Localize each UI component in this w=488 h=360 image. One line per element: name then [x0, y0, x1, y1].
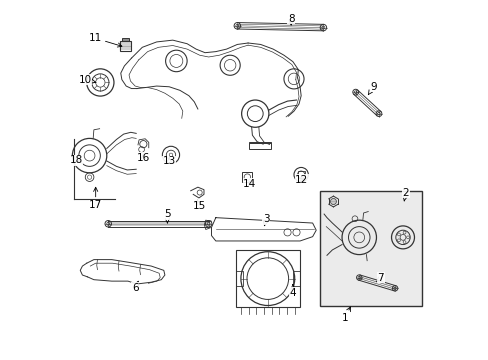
Text: 10: 10 — [78, 75, 96, 85]
Text: 14: 14 — [243, 179, 256, 189]
Bar — [297, 171, 304, 178]
Text: 9: 9 — [367, 82, 376, 95]
Text: 12: 12 — [295, 175, 308, 185]
Text: 3: 3 — [262, 215, 269, 226]
Text: 4: 4 — [289, 284, 296, 298]
Text: 16: 16 — [137, 153, 150, 163]
Bar — [122, 38, 129, 41]
Bar — [248, 142, 270, 149]
Bar — [292, 271, 300, 286]
Text: 5: 5 — [164, 209, 170, 223]
Text: 13: 13 — [162, 156, 176, 166]
Text: 6: 6 — [132, 281, 138, 293]
Bar — [120, 41, 131, 50]
Text: 15: 15 — [193, 200, 206, 211]
Text: 17: 17 — [89, 187, 102, 210]
Bar — [235, 250, 300, 307]
Bar — [242, 172, 252, 182]
Text: 7: 7 — [376, 273, 383, 283]
Bar — [319, 191, 421, 306]
Text: 18: 18 — [69, 155, 82, 165]
Text: 1: 1 — [341, 307, 350, 323]
Bar — [235, 271, 242, 286]
Text: 8: 8 — [287, 14, 294, 25]
Text: 11: 11 — [89, 33, 122, 47]
Text: 2: 2 — [402, 188, 408, 201]
